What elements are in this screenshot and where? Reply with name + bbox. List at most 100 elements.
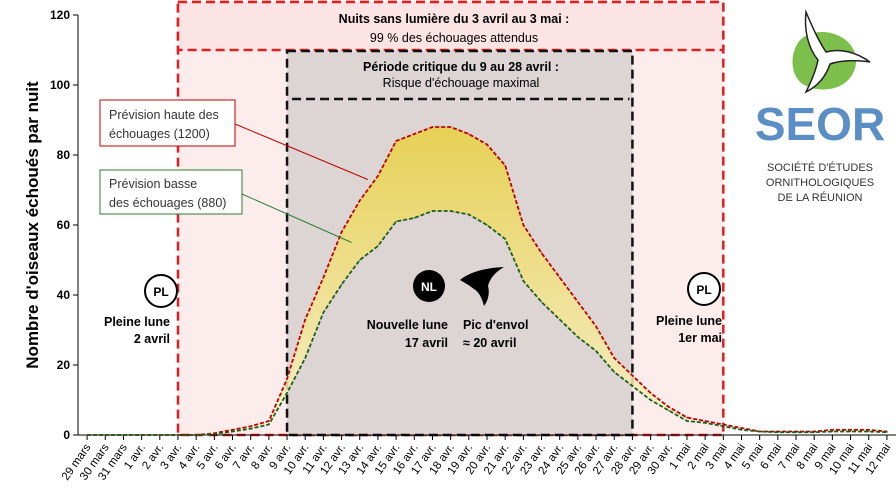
high-callout-leader bbox=[234, 123, 368, 180]
point-low bbox=[104, 434, 106, 436]
point-low bbox=[340, 283, 343, 286]
y-axis-title: Nombre d'oiseaux échoués par nuit bbox=[23, 81, 42, 369]
full-moon-2-badge: PL bbox=[687, 272, 721, 306]
point-low bbox=[522, 280, 524, 282]
point-high bbox=[740, 427, 743, 429]
point-low bbox=[195, 434, 197, 436]
y-tick-label: 40 bbox=[57, 288, 71, 302]
critical-period-title: Période critique du 9 au 28 avril : bbox=[363, 60, 559, 74]
point-low bbox=[159, 434, 161, 436]
point-low bbox=[122, 434, 125, 436]
point-low bbox=[413, 217, 415, 219]
full-moon-2-line1: Pleine lune bbox=[656, 314, 722, 328]
point-high bbox=[340, 231, 343, 233]
point-high bbox=[868, 429, 870, 431]
forecast-band-area bbox=[87, 127, 887, 435]
seor-logo-line3: DE LA RÉUNION bbox=[778, 191, 863, 204]
point-low bbox=[86, 434, 88, 436]
point-high bbox=[468, 133, 470, 135]
point-high bbox=[559, 276, 561, 279]
low-callout-line2: des échouages (880) bbox=[109, 196, 226, 210]
point-low bbox=[849, 430, 852, 433]
point-high bbox=[395, 140, 397, 142]
point-high bbox=[486, 143, 488, 146]
low-callout-leader bbox=[241, 193, 352, 243]
point-low bbox=[395, 220, 397, 223]
seor-logo: SEOR SOCIÉTÉ D'ÉTUDES ORNITHOLOGIQUES DE… bbox=[755, 9, 885, 204]
point-high bbox=[613, 357, 615, 359]
y-axis: 0 20 40 60 80 100 120 bbox=[50, 8, 79, 442]
point-low bbox=[631, 385, 634, 387]
point-high bbox=[286, 378, 288, 380]
full-moon-1-line1: Pleine lune bbox=[104, 315, 170, 329]
point-high bbox=[304, 318, 306, 321]
low-callout-line1: Prévision basse bbox=[109, 177, 197, 191]
seor-logo-name: SEOR bbox=[755, 98, 885, 150]
point-high bbox=[631, 374, 634, 377]
point-low bbox=[668, 409, 670, 412]
point-high bbox=[359, 199, 361, 202]
high-callout-line2: échouages (1200) bbox=[109, 127, 210, 141]
albatross-icon bbox=[804, 9, 871, 94]
point-low bbox=[777, 431, 779, 433]
point-high bbox=[668, 406, 670, 408]
night-period-subtitle: 99 % des échouages attendus bbox=[370, 31, 538, 45]
point-high bbox=[540, 252, 543, 254]
point-high bbox=[450, 126, 452, 128]
point-low bbox=[377, 245, 379, 247]
low-callout-box bbox=[99, 169, 243, 215]
point-low bbox=[886, 431, 888, 433]
point-high bbox=[595, 325, 597, 328]
point-low bbox=[704, 422, 706, 424]
point-low bbox=[722, 425, 724, 427]
point-high bbox=[722, 423, 724, 426]
point-low bbox=[304, 357, 306, 359]
point-low bbox=[468, 213, 470, 216]
point-low bbox=[286, 392, 288, 394]
seor-logo-line2: ORNITHOLOGIQUES bbox=[766, 177, 874, 189]
full-moon-2-badge-text: PL bbox=[696, 283, 711, 297]
point-low bbox=[759, 430, 761, 433]
full-moon-2-circle bbox=[687, 272, 721, 306]
point-low bbox=[831, 430, 833, 433]
y-tick-label: 0 bbox=[63, 428, 70, 442]
point-low bbox=[577, 336, 579, 338]
seor-logo-line1: SOCIÉTÉ D'ÉTUDES bbox=[767, 161, 873, 174]
y-tick-label: 120 bbox=[50, 8, 70, 22]
point-high bbox=[504, 164, 506, 167]
point-low bbox=[231, 430, 234, 433]
point-low bbox=[322, 311, 324, 314]
full-moon-1-circle bbox=[144, 274, 178, 308]
point-high bbox=[849, 429, 852, 431]
point-high bbox=[577, 301, 579, 303]
point-low bbox=[250, 428, 252, 430]
point-high bbox=[686, 416, 688, 419]
full-moon-1-line2: 2 avril bbox=[134, 332, 170, 346]
point-high bbox=[250, 425, 252, 427]
point-high bbox=[522, 224, 524, 226]
peak-line1: Pic d'envol bbox=[463, 318, 529, 332]
series-points bbox=[86, 126, 888, 436]
petrel-silhouette-icon bbox=[460, 267, 504, 306]
point-low bbox=[450, 210, 452, 212]
full-moon-2-line2: 1er mai bbox=[678, 331, 722, 345]
point-low bbox=[141, 434, 143, 436]
new-moon-line1: Nouvelle lune bbox=[367, 318, 448, 332]
point-low bbox=[540, 301, 543, 303]
point-low bbox=[740, 429, 743, 431]
point-high bbox=[704, 420, 706, 422]
point-high bbox=[650, 392, 652, 394]
point-low bbox=[868, 430, 870, 433]
point-high bbox=[322, 276, 324, 279]
point-low bbox=[504, 238, 506, 240]
full-moon-1-badge-text: PL bbox=[153, 285, 168, 299]
new-moon-badge-text: NL bbox=[421, 280, 437, 294]
point-high bbox=[831, 429, 833, 431]
y-tick-label: 20 bbox=[57, 358, 71, 372]
point-low bbox=[813, 431, 815, 433]
point-high bbox=[377, 175, 379, 177]
high-callout-line1: Prévision haute des bbox=[109, 108, 219, 122]
point-low bbox=[795, 431, 797, 433]
point-high bbox=[268, 420, 270, 422]
